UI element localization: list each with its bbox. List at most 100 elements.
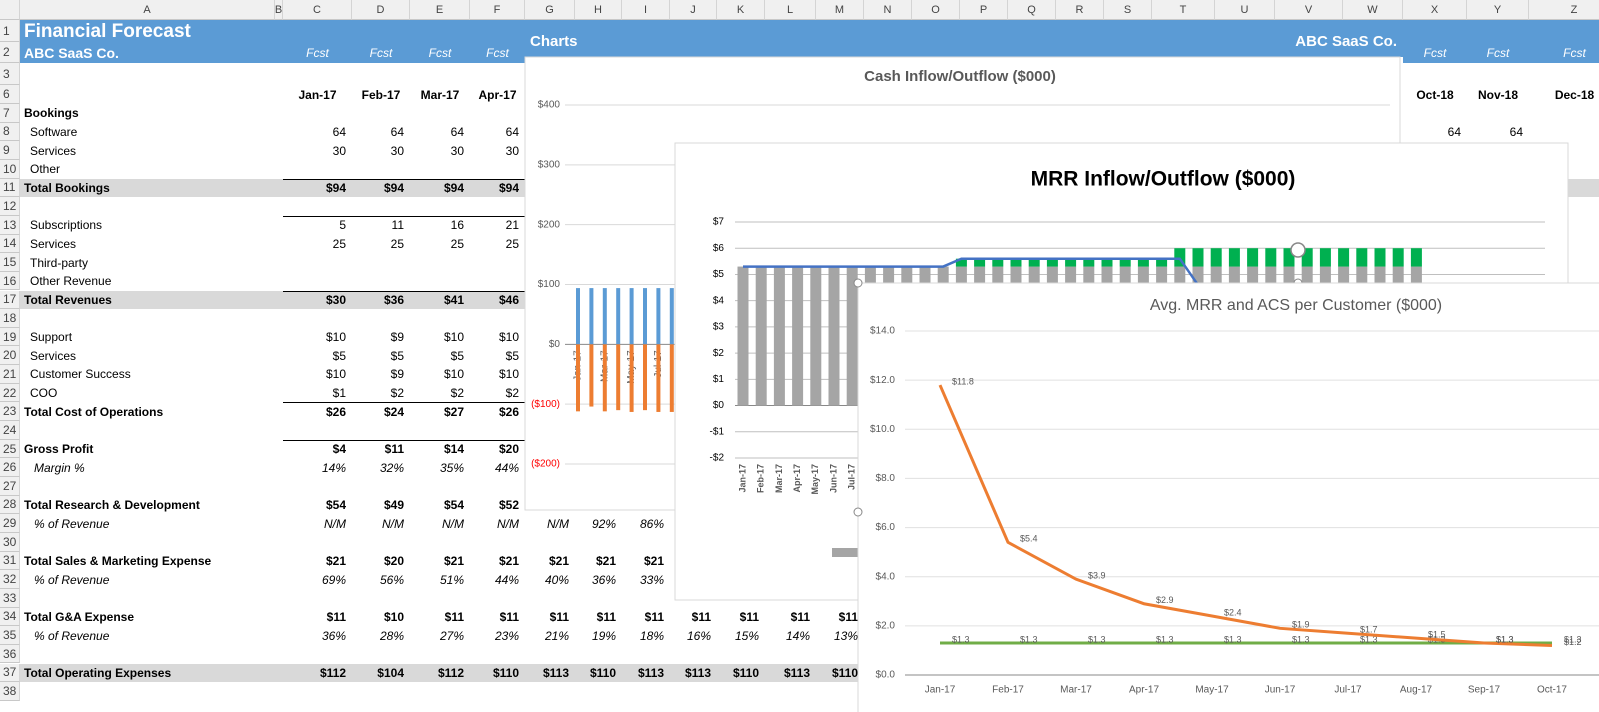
cell: $112 (437, 665, 464, 680)
total-rule (283, 402, 525, 404)
bar-segment (1374, 248, 1386, 267)
y-tick-label: $6.0 (876, 522, 896, 533)
cell: $2 (450, 386, 464, 401)
cell: 64 (390, 124, 404, 139)
total-rule (283, 439, 525, 441)
data-label: $2.4 (1224, 607, 1242, 617)
cell: $104 (377, 665, 404, 680)
cell: Dec-18 (1554, 87, 1595, 102)
bar-segment (1083, 258, 1095, 267)
row-header: 29 (0, 514, 20, 533)
cell: 30 (505, 143, 519, 158)
cell: $10 (443, 367, 464, 382)
x-tick-label: Feb-17 (756, 464, 766, 493)
cell: $49 (383, 497, 404, 512)
cell: Services (30, 348, 77, 363)
data-label: $1.3 (1496, 634, 1514, 644)
cell: 36% (591, 572, 616, 587)
cell: 40% (544, 572, 569, 587)
column-header: V (1275, 0, 1343, 20)
resize-handle (853, 507, 863, 517)
cell: 44% (494, 572, 519, 587)
bar-segment (737, 266, 749, 406)
y-tick-label: -$1 (710, 426, 725, 437)
cell: 44% (494, 460, 519, 475)
column-header: Z (1529, 0, 1599, 20)
cell: 21% (544, 628, 569, 643)
cell: Third-party (30, 255, 89, 270)
chart-title: Avg. MRR and ACS per Customer ($000) (1150, 297, 1442, 314)
cell: 30 (332, 143, 346, 158)
bar (616, 344, 621, 411)
bar-segment (1119, 258, 1131, 267)
y-tick-label: $4.0 (876, 571, 896, 582)
cell: Customer Success (30, 367, 131, 382)
bar-segment (846, 266, 858, 406)
cell: $52 (498, 497, 519, 512)
bar (643, 288, 647, 345)
column-header: H (575, 0, 622, 20)
x-tick-label: Jun-17 (1265, 685, 1296, 696)
bar-segment (1265, 248, 1277, 267)
row-header: 2 (0, 42, 20, 63)
row-header: 36 (0, 644, 20, 664)
data-label: $1.9 (1292, 620, 1310, 630)
column-header: X (1403, 0, 1467, 20)
cell: COO (30, 386, 58, 401)
cell: ABC SaaS Co. (24, 44, 119, 61)
cell: $94 (498, 180, 519, 195)
cell: 64 (1509, 124, 1523, 139)
chart: Avg. MRR and ACS per Customer ($000) $14.… (857, 282, 1599, 712)
bar-segment (1301, 248, 1313, 267)
cell: N/M (442, 516, 464, 531)
y-tick-label: $7 (713, 217, 725, 228)
x-tick-label: May-17 (810, 464, 820, 495)
data-label: $1.3 (1224, 634, 1242, 644)
cell: 51% (439, 572, 464, 587)
row-header: 32 (0, 570, 20, 589)
cell: $113 (684, 665, 711, 680)
bar-segment (1319, 248, 1331, 267)
cell: 25 (390, 236, 404, 251)
x-tick-label: Apr-17 (1129, 685, 1159, 696)
column-header: O (912, 0, 960, 20)
charts-band (525, 20, 1403, 57)
cell: 25 (505, 236, 519, 251)
cell: Subscriptions (30, 218, 103, 233)
legend-swatch (832, 548, 858, 557)
column-header: G (525, 0, 575, 20)
row-header: 7 (0, 104, 20, 123)
row-header: 30 (0, 532, 20, 552)
bar-segment (1392, 248, 1404, 267)
cell: 19% (591, 628, 616, 643)
cell: 25 (332, 236, 346, 251)
row-header: 31 (0, 551, 20, 571)
row-header: 10 (0, 159, 20, 179)
x-tick-label: Aug-17 (1400, 685, 1433, 696)
cell: 36% (321, 628, 346, 643)
cell: $4 (332, 442, 346, 456)
total-rule (283, 178, 525, 180)
y-tick-label: $2 (713, 348, 725, 359)
cell: Total Research & Development (24, 497, 200, 512)
bar-segment (1210, 248, 1222, 267)
row-header: 27 (0, 477, 20, 496)
y-tick-label: -$2 (710, 453, 725, 464)
cell: N/M (497, 516, 519, 531)
cell: Jan-17 (298, 87, 337, 102)
bar-segment (1192, 248, 1204, 267)
cell: $11 (326, 609, 346, 624)
column-header: M (816, 0, 864, 20)
cell: $21 (643, 553, 664, 568)
header-band (20, 20, 525, 63)
cell: $20 (498, 442, 519, 456)
row-header: 35 (0, 626, 20, 645)
cell: Fcst (428, 45, 452, 60)
chart-area (857, 282, 1599, 712)
data-label: $1.3 (1360, 634, 1378, 644)
cell: $110 (492, 665, 519, 680)
bar-segment (1010, 258, 1022, 267)
cell: 30 (390, 143, 404, 158)
x-tick-label: Jan-17 (737, 464, 747, 493)
